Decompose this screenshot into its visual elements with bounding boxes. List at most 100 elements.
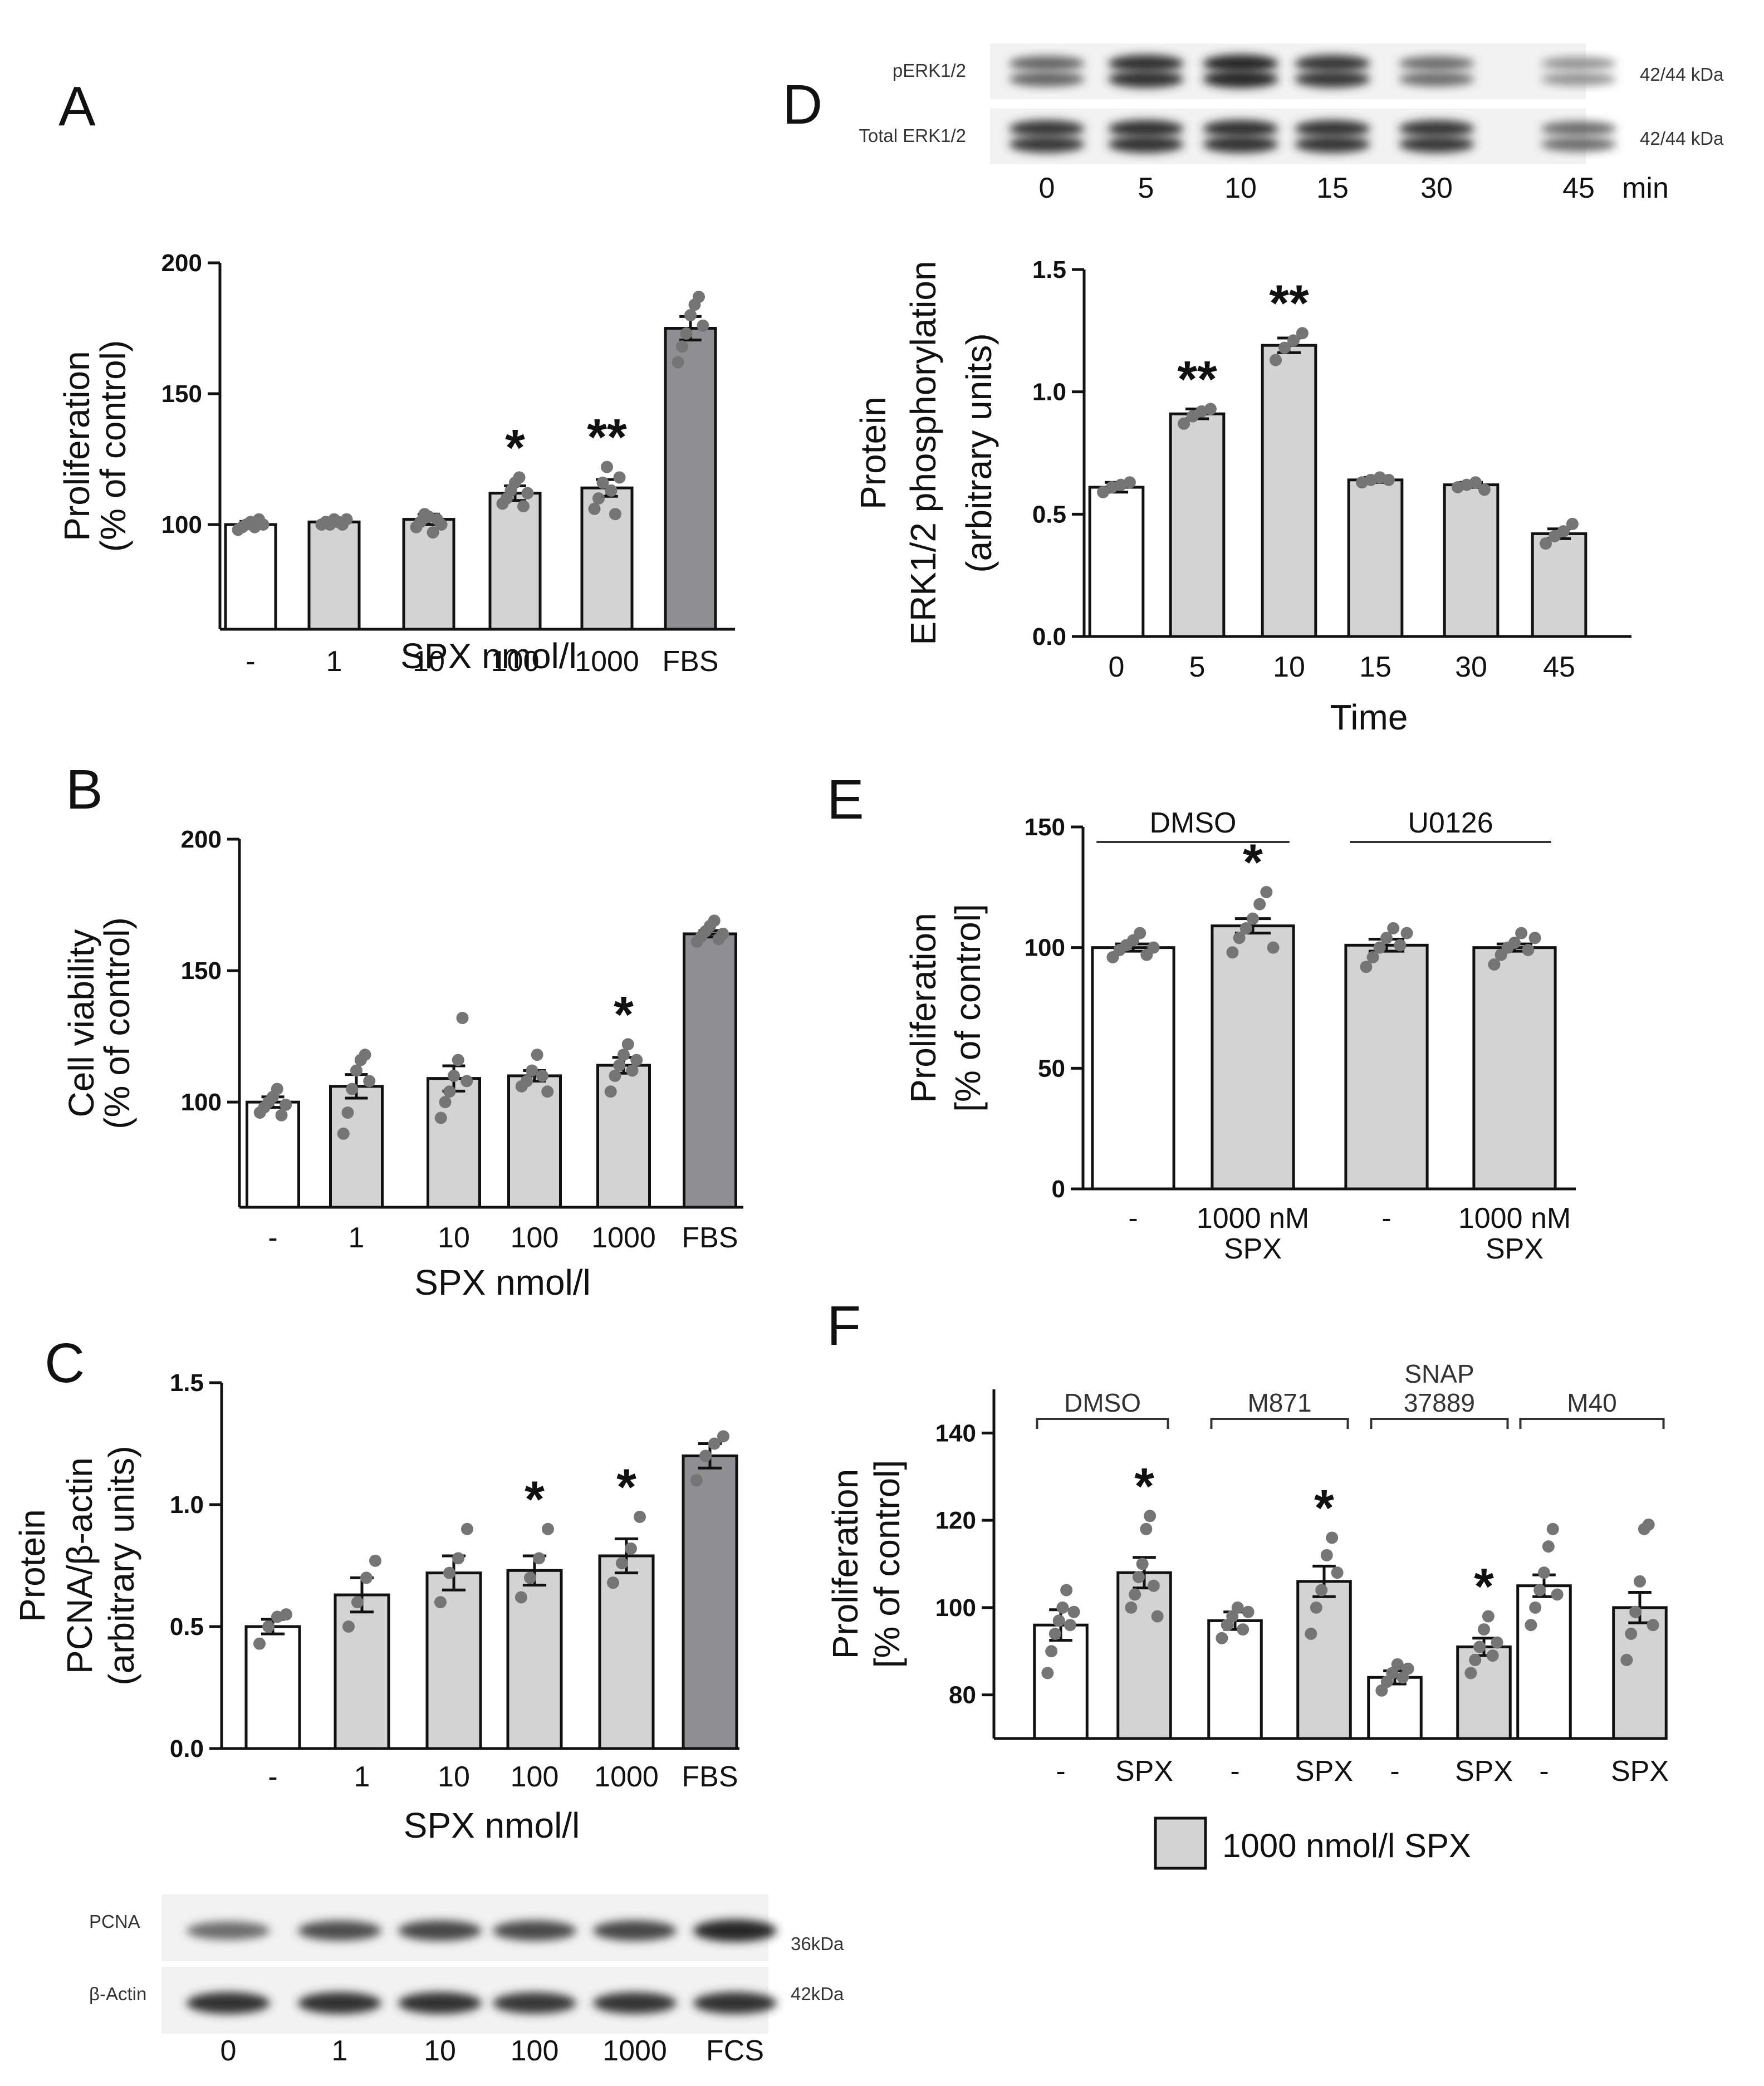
bar (1296, 1580, 1352, 1740)
bar (1091, 946, 1175, 1191)
data-point (1402, 1662, 1414, 1675)
data-point (1178, 417, 1190, 430)
blot-band (1295, 55, 1370, 72)
y-axis-label: ERK1/2 phosphorylation (903, 261, 943, 645)
x-tick-label: - (1056, 1755, 1065, 1788)
blot-lane-label: 10 (424, 2035, 456, 2067)
data-point (1525, 1619, 1537, 1632)
data-point (613, 471, 626, 484)
blot-band (1009, 120, 1085, 138)
x-tick-label: 10 (438, 1761, 470, 1793)
blot-kda-label: 36kDa (791, 1933, 844, 1954)
data-point (1508, 937, 1521, 949)
data-point (360, 1571, 373, 1584)
legend-label: 1000 nmol/l SPX (1222, 1827, 1471, 1864)
data-point (1486, 1649, 1499, 1662)
data-point (1315, 1584, 1328, 1597)
blot-band (1009, 135, 1085, 153)
data-point (1542, 1540, 1555, 1553)
blot-band (298, 1921, 381, 1941)
blot-unit-label: min (1622, 172, 1669, 204)
y-axis-label: Cell viability (61, 929, 101, 1118)
data-point (1478, 1623, 1490, 1636)
data-point (1373, 941, 1386, 954)
data-point (1134, 927, 1146, 939)
group-label: 37889 (1404, 1388, 1475, 1417)
data-point (1546, 1522, 1559, 1535)
data-point (1278, 341, 1291, 354)
data-point (1247, 912, 1259, 925)
data-point (434, 1596, 447, 1609)
significance-marker: * (525, 1471, 545, 1528)
data-point (708, 1437, 721, 1450)
panel-label-a: A (58, 75, 96, 138)
blot-band (187, 1992, 270, 2014)
data-point (1620, 1653, 1633, 1666)
y-tick-label: 150 (181, 957, 222, 985)
x-tick-label: SPX (1611, 1755, 1669, 1788)
data-point (618, 1049, 630, 1061)
data-point (1048, 1627, 1061, 1640)
y-tick-label: 80 (949, 1682, 976, 1709)
data-point (616, 1557, 628, 1570)
blot-lane-label: 15 (1316, 172, 1349, 204)
group-label: DMSO (1064, 1388, 1141, 1417)
bar (427, 1077, 481, 1209)
y-axis-label: (% of control) (97, 917, 137, 1129)
data-point (1270, 354, 1282, 366)
group-label: M40 (1567, 1388, 1616, 1417)
data-point (533, 1552, 545, 1565)
data-point (1253, 898, 1266, 910)
data-point (680, 327, 693, 340)
significance-marker: ** (1177, 351, 1217, 408)
group-label: DMSO (1150, 807, 1237, 839)
data-point (1625, 1627, 1638, 1640)
y-axis-label: (arbitrary units) (101, 1446, 141, 1685)
blot-lane-label: 45 (1562, 172, 1595, 204)
data-point (1267, 941, 1280, 954)
data-point (1260, 886, 1273, 898)
blot-lane-label: 30 (1420, 172, 1453, 204)
blot-row-label: PCNA (89, 1911, 140, 1932)
blot-lane-label: 1 (332, 2035, 348, 2067)
data-point (443, 1085, 456, 1098)
blot-row-label: β-Actin (89, 1984, 146, 2004)
y-tick-label: 1.0 (1032, 379, 1066, 406)
data-point (337, 1127, 350, 1140)
significance-marker: ** (587, 409, 627, 466)
data-point (541, 1085, 554, 1098)
blot-strip (990, 43, 1586, 99)
significance-marker: * (1243, 834, 1263, 891)
panel-label-e: E (827, 768, 864, 831)
data-point (452, 1054, 464, 1066)
data-point (1566, 517, 1579, 530)
data-point (672, 356, 684, 369)
data-point (1629, 1605, 1642, 1618)
y-tick-label: 0.0 (1032, 623, 1066, 650)
x-tick-label: 30 (1455, 651, 1487, 683)
data-point (1469, 1653, 1482, 1666)
y-axis-label: Proliferation (903, 913, 943, 1103)
blot-band (493, 1920, 576, 1941)
blot-lane-label: 1000 (602, 2035, 667, 2067)
data-point (609, 1069, 621, 1082)
bar (1612, 1606, 1668, 1740)
group-bracket (1036, 1418, 1169, 1429)
data-point (1287, 334, 1300, 347)
data-point (1491, 1636, 1503, 1649)
x-tick-label: 10 (438, 1222, 470, 1254)
x-tick-label: 100 (511, 1222, 559, 1254)
data-point (461, 1522, 473, 1535)
western-blot-erk: pERK1/2 42/44 kDa Total ERK1/2 42/44 kDa 0 5 1… (859, 43, 1724, 204)
data-point (369, 1554, 381, 1567)
data-point (1064, 1619, 1076, 1632)
blot-band (1203, 120, 1278, 138)
data-point (621, 1038, 634, 1051)
data-point (1045, 1645, 1058, 1658)
data-point (271, 1083, 283, 1095)
data-point (351, 1596, 364, 1609)
x-tick-label: SPX (1115, 1755, 1173, 1788)
data-point (690, 1474, 703, 1487)
data-point (596, 476, 609, 489)
